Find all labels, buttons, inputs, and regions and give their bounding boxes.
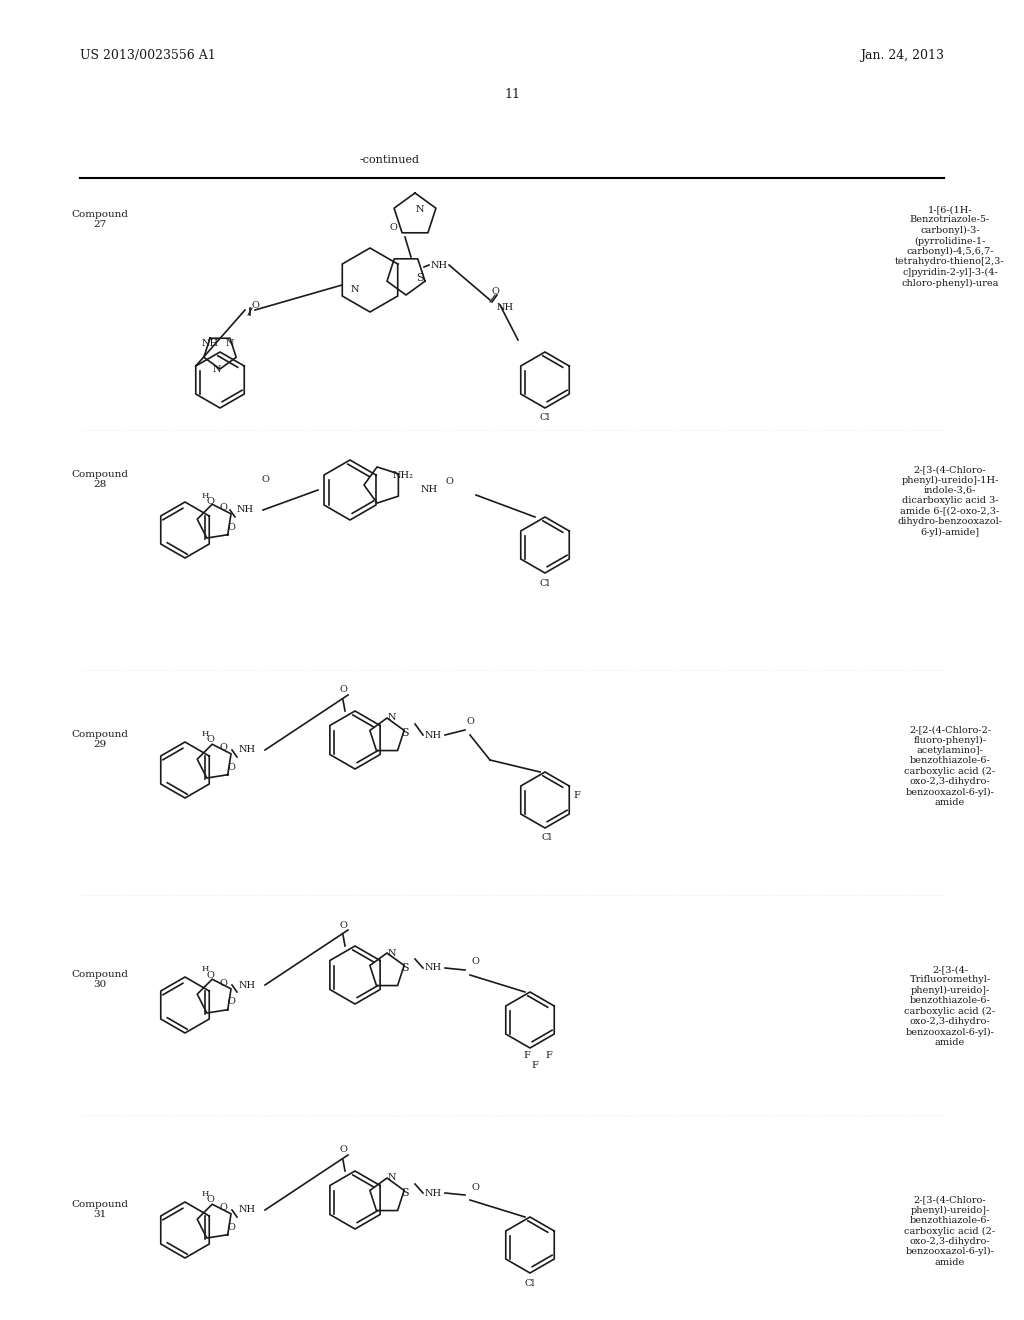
Text: O: O bbox=[389, 223, 397, 231]
Text: N: N bbox=[351, 285, 359, 294]
Text: O: O bbox=[219, 1204, 227, 1213]
Text: H: H bbox=[202, 730, 209, 738]
Text: NH: NH bbox=[239, 1205, 256, 1214]
Text: NH: NH bbox=[425, 1188, 442, 1197]
Text: H: H bbox=[202, 965, 209, 973]
Text: Cl: Cl bbox=[524, 1279, 536, 1287]
Text: Compound
28: Compound 28 bbox=[72, 470, 128, 490]
Text: NH₂: NH₂ bbox=[392, 470, 414, 479]
Text: US 2013/0023556 A1: US 2013/0023556 A1 bbox=[80, 49, 216, 62]
Text: Cl: Cl bbox=[540, 578, 550, 587]
Text: Jan. 24, 2013: Jan. 24, 2013 bbox=[860, 49, 944, 62]
Text: 2-[3-(4-Chloro-
phenyl)-ureido]-1H-
indole-3,6-
dicarboxylic acid 3-
amide 6-[(2: 2-[3-(4-Chloro- phenyl)-ureido]-1H- indo… bbox=[897, 465, 1002, 537]
Text: S: S bbox=[401, 1188, 409, 1199]
Text: O: O bbox=[219, 978, 227, 987]
Text: O: O bbox=[471, 957, 479, 966]
Text: O: O bbox=[492, 288, 499, 297]
Text: NH: NH bbox=[237, 506, 254, 515]
Text: Compound
29: Compound 29 bbox=[72, 730, 128, 750]
Text: O: O bbox=[219, 743, 227, 752]
Text: NH: NH bbox=[239, 981, 256, 990]
Text: O: O bbox=[466, 718, 474, 726]
Text: O: O bbox=[339, 1146, 347, 1155]
Text: NH: NH bbox=[421, 486, 438, 495]
Text: H: H bbox=[202, 492, 209, 500]
Text: O: O bbox=[227, 998, 234, 1006]
Text: S: S bbox=[416, 273, 424, 282]
Text: NH: NH bbox=[202, 339, 218, 348]
Text: N: N bbox=[388, 714, 396, 722]
Text: Compound
27: Compound 27 bbox=[72, 210, 128, 230]
Text: O: O bbox=[206, 735, 214, 744]
Text: F: F bbox=[523, 1051, 530, 1060]
Text: F: F bbox=[545, 1051, 552, 1060]
Text: O: O bbox=[445, 478, 453, 487]
Text: O: O bbox=[227, 1222, 234, 1232]
Text: O: O bbox=[206, 970, 214, 979]
Text: O: O bbox=[227, 523, 234, 532]
Text: 2-[3-(4-Chloro-
phenyl)-ureido]-
benzothiazole-6-
carboxylic acid (2-
oxo-2,3-di: 2-[3-(4-Chloro- phenyl)-ureido]- benzoth… bbox=[904, 1195, 995, 1267]
Text: O: O bbox=[206, 1196, 214, 1204]
Text: O: O bbox=[251, 301, 259, 309]
Text: N: N bbox=[225, 339, 234, 348]
Text: 2-[3-(4-
Trifluoromethyl-
phenyl)-ureido]-
benzothiazole-6-
carboxylic acid (2-
: 2-[3-(4- Trifluoromethyl- phenyl)-ureido… bbox=[904, 965, 995, 1047]
Text: NH: NH bbox=[497, 304, 514, 313]
Text: O: O bbox=[206, 498, 214, 507]
Text: N: N bbox=[416, 206, 424, 214]
Text: N: N bbox=[213, 366, 221, 375]
Text: H: H bbox=[202, 1191, 209, 1199]
Text: O: O bbox=[339, 920, 347, 929]
Text: -continued: -continued bbox=[360, 154, 420, 165]
Text: O: O bbox=[219, 503, 227, 512]
Text: O: O bbox=[471, 1183, 479, 1192]
Text: O: O bbox=[261, 475, 269, 484]
Text: O: O bbox=[339, 685, 347, 694]
Text: N: N bbox=[388, 1173, 396, 1183]
Text: Cl: Cl bbox=[540, 413, 550, 422]
Text: S: S bbox=[401, 964, 409, 973]
Text: NH: NH bbox=[425, 730, 442, 739]
Text: NH: NH bbox=[239, 746, 256, 755]
Text: 2-[2-(4-Chloro-2-
fluoro-phenyl)-
acetylamino]-
benzothiazole-6-
carboxylic acid: 2-[2-(4-Chloro-2- fluoro-phenyl)- acetyl… bbox=[904, 725, 995, 808]
Text: Compound
30: Compound 30 bbox=[72, 970, 128, 990]
Text: NH: NH bbox=[431, 260, 449, 269]
Text: 1-[6-(1H-
Benzotriazole-5-
carbonyl)-3-
(pyrrolidine-1-
carbonyl)-4,5,6,7-
tetra: 1-[6-(1H- Benzotriazole-5- carbonyl)-3- … bbox=[895, 205, 1005, 288]
Text: S: S bbox=[401, 729, 409, 738]
Text: Compound
31: Compound 31 bbox=[72, 1200, 128, 1220]
Text: O: O bbox=[227, 763, 234, 771]
Text: Cl: Cl bbox=[542, 833, 552, 842]
Text: 11: 11 bbox=[504, 88, 520, 102]
Text: F: F bbox=[573, 791, 581, 800]
Text: F: F bbox=[531, 1060, 539, 1069]
Text: NH: NH bbox=[425, 964, 442, 973]
Text: N: N bbox=[388, 949, 396, 957]
